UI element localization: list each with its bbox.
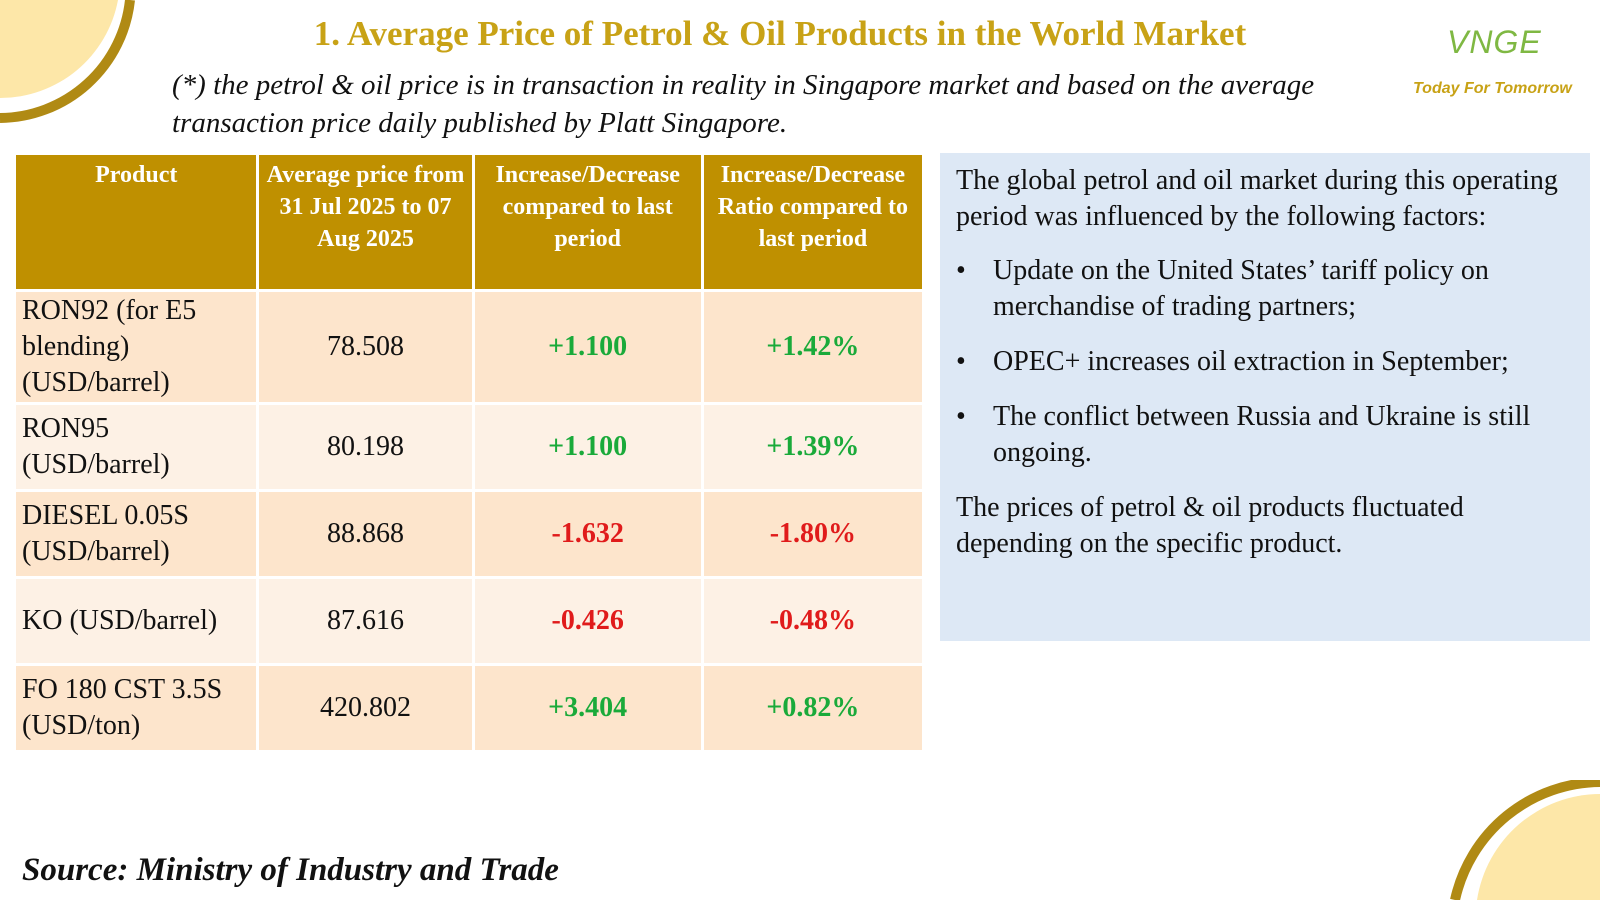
- ratio-cell: -1.80%: [700, 489, 926, 579]
- average-price-cell: 78.508: [256, 289, 475, 405]
- product-cell: RON92 (for E5 blending) (USD/barrel): [12, 289, 260, 405]
- product-cell: FO 180 CST 3.5S (USD/ton): [12, 663, 260, 753]
- product-cell: KO (USD/barrel): [12, 576, 260, 666]
- factor-list: • Update on the United States’ tariff po…: [956, 253, 1574, 471]
- corner-decoration-bottom-right: [1450, 780, 1600, 900]
- ratio-cell: +1.42%: [700, 289, 926, 405]
- table-row: KO (USD/barrel) 87.616 -0.426 -0.48%: [12, 576, 926, 666]
- bullet-icon: •: [956, 255, 966, 286]
- change-cell: +1.100: [471, 289, 704, 405]
- logo-tagline: Today For Tomorrow: [1413, 80, 1572, 97]
- list-item: • The conflict between Russia and Ukrain…: [956, 399, 1574, 471]
- source-note: Source: Ministry of Industry and Trade: [22, 852, 559, 888]
- product-cell: DIESEL 0.05S (USD/barrel): [12, 489, 260, 579]
- column-header-product: Product: [12, 152, 260, 292]
- average-price-cell: 88.868: [256, 489, 475, 579]
- panel-closing: The prices of petrol & oil products fluc…: [956, 492, 1464, 559]
- change-cell: +3.404: [471, 663, 704, 753]
- table-row: FO 180 CST 3.5S (USD/ton) 420.802 +3.404…: [12, 663, 926, 753]
- product-cell: RON95 (USD/barrel): [12, 402, 260, 492]
- column-header-change: Increase/Decrease compared to last perio…: [471, 152, 704, 292]
- average-price-cell: 420.802: [256, 663, 475, 753]
- page-title: 1. Average Price of Petrol & Oil Product…: [313, 14, 1247, 53]
- factor-text: Update on the United States’ tariff poli…: [993, 255, 1489, 322]
- logo-mark: VNGE: [1447, 24, 1542, 60]
- list-item: • OPEC+ increases oil extraction in Sept…: [956, 344, 1574, 380]
- column-header-average-price: Average price from 31 Jul 2025 to 07 Aug…: [256, 152, 475, 292]
- corner-decoration-top-left: [0, 0, 135, 123]
- table-header-row: Product Average price from 31 Jul 2025 t…: [12, 152, 926, 292]
- table-row: DIESEL 0.05S (USD/barrel) 88.868 -1.632 …: [12, 489, 926, 579]
- ratio-cell: +0.82%: [700, 663, 926, 753]
- list-item: • Update on the United States’ tariff po…: [956, 253, 1574, 325]
- company-logo: VNGE Today For Tomorrow: [1405, 16, 1585, 106]
- price-table: Product Average price from 31 Jul 2025 t…: [12, 152, 926, 753]
- table-row: RON92 (for E5 blending) (USD/barrel) 78.…: [12, 289, 926, 405]
- page-subtitle: (*) the petrol & oil price is in transac…: [172, 69, 1315, 139]
- change-cell: -1.632: [471, 489, 704, 579]
- ratio-cell: -0.48%: [700, 576, 926, 666]
- average-price-cell: 80.198: [256, 402, 475, 492]
- factor-text: OPEC+ increases oil extraction in Septem…: [993, 346, 1509, 377]
- bullet-icon: •: [956, 346, 966, 377]
- factor-text: The conflict between Russia and Ukraine …: [993, 401, 1531, 468]
- panel-intro: The global petrol and oil market during …: [956, 165, 1558, 232]
- bullet-icon: •: [956, 401, 966, 432]
- change-cell: +1.100: [471, 402, 704, 492]
- ratio-cell: +1.39%: [700, 402, 926, 492]
- column-header-change-ratio: Increase/Decrease Ratio compared to last…: [700, 152, 926, 292]
- table-row: RON95 (USD/barrel) 80.198 +1.100 +1.39%: [12, 402, 926, 492]
- average-price-cell: 87.616: [256, 576, 475, 666]
- market-factors-panel: The global petrol and oil market during …: [940, 153, 1590, 641]
- change-cell: -0.426: [471, 576, 704, 666]
